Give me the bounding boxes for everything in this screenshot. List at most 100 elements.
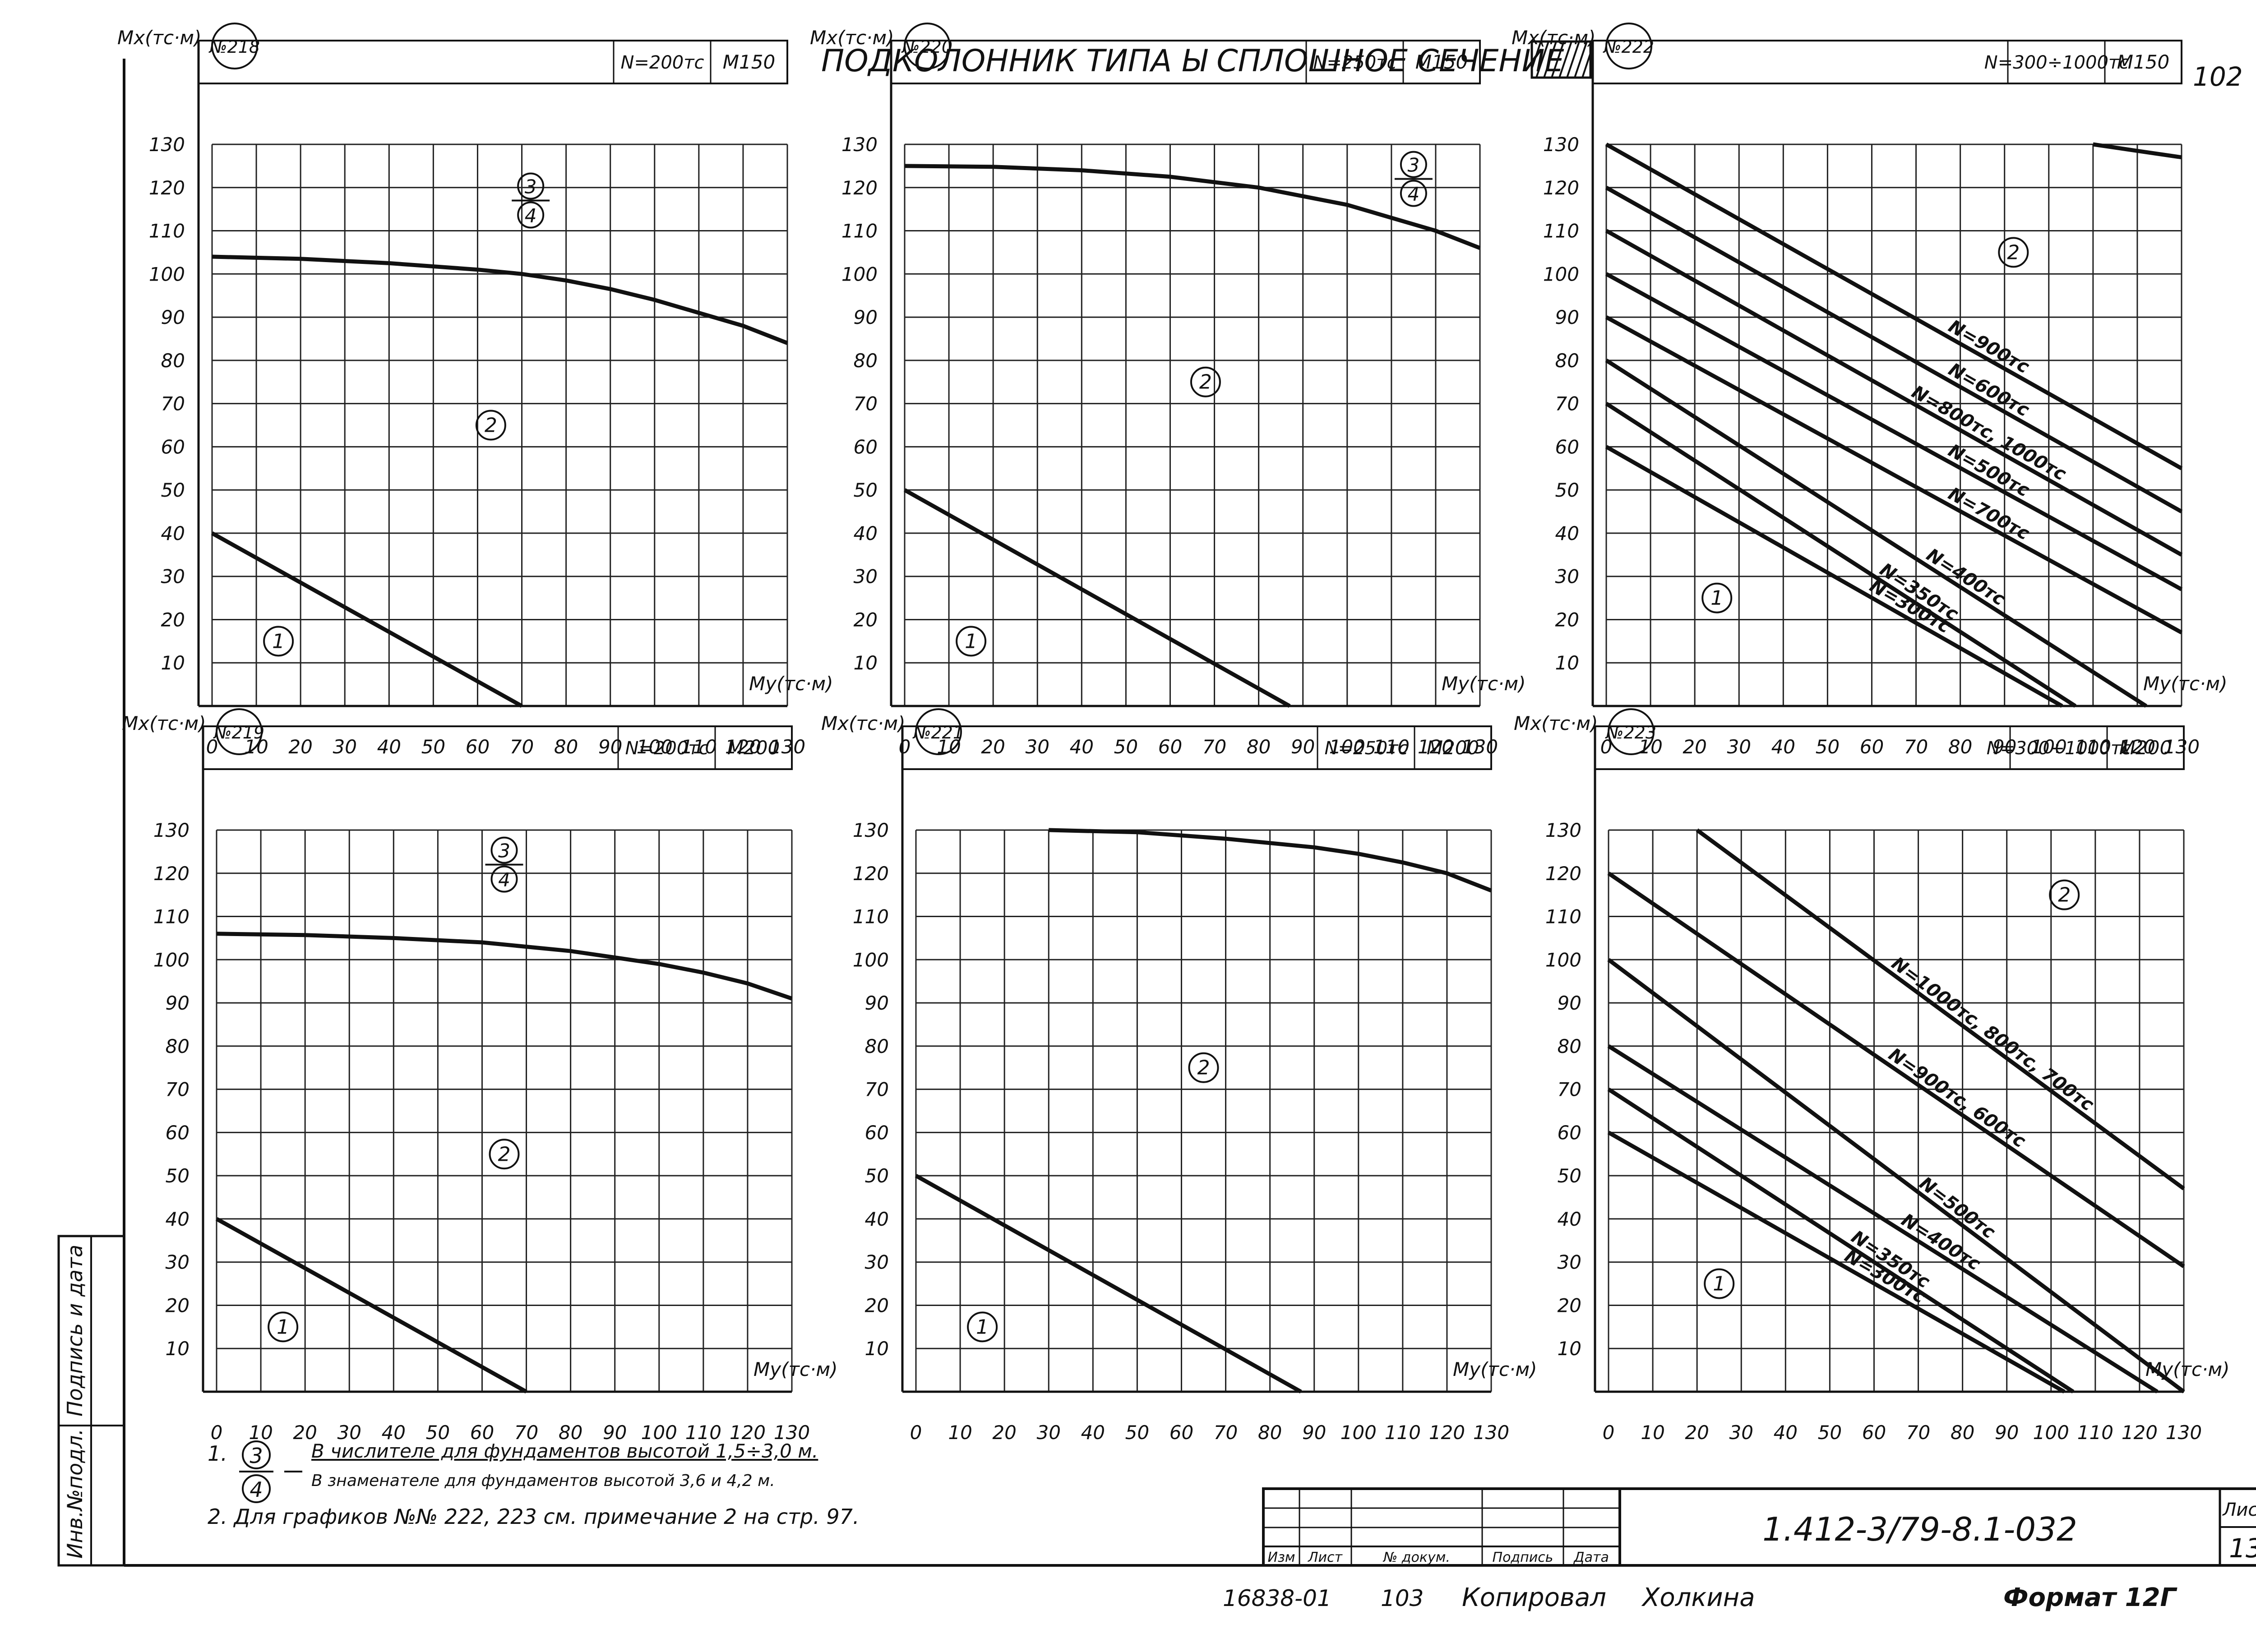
chart-222-y-tick-label: 30 — [1555, 566, 1579, 588]
svg-text:3: 3 — [250, 1444, 263, 1468]
chart-219-series-line-0 — [215, 1217, 527, 1394]
chart-218-x-tick-label: 50 — [421, 736, 445, 758]
note1-number: 1. — [208, 1441, 227, 1466]
footer-format: Формат 12Г — [2003, 1583, 2178, 1612]
chart-219-y-tick-label: 110 — [153, 906, 190, 928]
chart-218-zone-marker-denominator: 4 — [525, 205, 537, 227]
chart-221-y-tick-label: 100 — [853, 949, 889, 971]
chart-223-x-tick-label: 60 — [1862, 1421, 1886, 1444]
chart-218-spec-grade: M150 — [723, 51, 775, 73]
chart-223-x-tick-label: 70 — [1906, 1421, 1930, 1444]
chart-219-x-tick-label: 80 — [559, 1421, 582, 1444]
chart-222-series-line-7 — [1605, 445, 2063, 708]
chart-218-y-tick-label: 130 — [149, 134, 185, 156]
chart-221-x-tick-label: 80 — [1258, 1421, 1282, 1444]
chart-218-zone-marker-circle — [475, 410, 506, 441]
tb-header-izm: Изм — [1267, 1550, 1295, 1565]
chart-223: N=300÷1000тсM200№223Мх(тс·м)102030405060… — [1514, 708, 2229, 1444]
chart-221-y-tick-label: 40 — [865, 1208, 889, 1230]
chart-219-y-tick-label: 30 — [166, 1251, 190, 1274]
chart-220-x-tick-label: 30 — [1026, 736, 1049, 758]
chart-219-y-tick-label: 100 — [153, 949, 190, 971]
note-1-numerator: В числителе для фундаментов высотой 1,5÷… — [311, 1440, 818, 1462]
chart-222-x-tick-label: 130 — [2164, 736, 2200, 758]
chart-223-series-line-0 — [1696, 828, 2185, 1191]
chart-221-x-tick-label: 130 — [1473, 1421, 1509, 1444]
chart-219-x-tick-label: 50 — [426, 1421, 450, 1444]
chart-220-y-axis-label: Мх(тс·м) — [810, 27, 894, 49]
chart-223-x-tick-label: 20 — [1685, 1421, 1709, 1444]
chart-218-y-tick-label: 100 — [149, 263, 185, 285]
chart-221-y-tick-label: 70 — [865, 1079, 889, 1101]
chart-221-spec-grade: M200 — [1427, 737, 1479, 759]
chart-218-series-line-1 — [212, 254, 788, 345]
chart-221-id-label: №221 — [912, 723, 964, 743]
chart-223-y-tick-label: 100 — [1545, 949, 1581, 971]
chart-218-x-tick-label: 30 — [333, 736, 357, 758]
chart-223-y-tick-label: 80 — [1558, 1035, 1581, 1057]
chart-219-x-tick-label: 30 — [337, 1421, 361, 1444]
chart-222-id-label: №222 — [1603, 37, 1654, 57]
chart-222-series-line-1 — [1605, 185, 2183, 513]
chart-218-id-label: №218 — [208, 37, 260, 57]
chart-218-id-circle — [211, 23, 258, 69]
chart-221-y-axis-label: Мх(тс·м) — [821, 712, 905, 734]
chart-222-y-tick-label: 80 — [1555, 350, 1579, 372]
chart-223-y-tick-label: 20 — [1558, 1294, 1581, 1316]
chart-221-x-tick-label: 100 — [1341, 1421, 1377, 1444]
chart-220-series-line-1 — [904, 164, 1481, 250]
chart-218-y-tick-label: 120 — [149, 177, 185, 199]
chart-218-y-tick-label: 40 — [161, 522, 185, 545]
chart-220-x-tick-label: 60 — [1158, 736, 1182, 758]
chart-220-zone-marker: 1 — [965, 630, 977, 653]
chart-218: N=200тс M150№218Мх(тс·м)10203040506070809… — [117, 23, 833, 758]
sheet-label: Лист — [2222, 1500, 2256, 1520]
chart-222-x-tick-label: 110 — [2075, 736, 2111, 758]
chart-222-zone-marker-circle — [1701, 582, 1733, 614]
chart-221-x-tick-label: 110 — [1385, 1421, 1421, 1444]
chart-223-series-label: N=1000тс, 800тс, 700тс — [1887, 953, 2098, 1116]
chart-222-zone-marker: 2 — [2007, 241, 2020, 264]
chart-222-y-tick-label: 110 — [1543, 220, 1579, 242]
chart-219-x-tick-label: 0 — [211, 1421, 223, 1444]
chart-218-zone-marker-circle — [263, 626, 294, 657]
chart-223-y-tick-label: 50 — [1558, 1165, 1581, 1187]
chart-220-y-tick-label: 30 — [854, 566, 878, 588]
chart-219-zone-marker-numerator: 3 — [498, 840, 510, 862]
note-1: 1. — [208, 1441, 227, 1466]
chart-223-id-label: №223 — [1605, 723, 1656, 743]
chart-219-series-line-1 — [216, 932, 793, 1001]
chart-222-spec-grade: M150 — [2117, 51, 2169, 73]
chart-220-x-tick-label: 0 — [899, 736, 911, 758]
note1-fraction: 3 4 — [239, 1440, 302, 1503]
chart-222-y-tick-label: 50 — [1555, 479, 1579, 501]
chart-221-y-tick-label: 130 — [853, 819, 889, 841]
chart-220-zone-marker-numerator: 3 — [1408, 154, 1420, 176]
chart-219-x-tick-label: 60 — [470, 1421, 494, 1444]
chart-220-y-tick-label: 50 — [854, 479, 878, 501]
chart-218-y-tick-label: 90 — [161, 306, 185, 328]
chart-223-zone-marker: 2 — [2058, 884, 2071, 907]
chart-223-x-tick-label: 110 — [2077, 1421, 2113, 1444]
title-block: Изм Лист № докум. Подпись Дата 1.412-3/7… — [1262, 1487, 2256, 1567]
chart-219-x-tick-label: 40 — [382, 1421, 406, 1444]
chart-222-x-tick-label: 20 — [1683, 736, 1706, 758]
chart-220-spec-n: N=250тс — [1313, 52, 1396, 73]
chart-223-zone-marker-circle — [2049, 879, 2080, 910]
chart-222-series-line-3 — [1605, 272, 2183, 591]
chart-218-x-tick-label: 100 — [637, 736, 673, 758]
chart-221-id-circle — [915, 708, 962, 755]
chart-222-series-line-0 — [1605, 143, 2183, 471]
tb-header-list: Лист — [1308, 1550, 1343, 1565]
chart-218-zone-marker-numerator: 3 — [525, 176, 537, 198]
chart-220-zone-marker-circle — [1190, 366, 1221, 397]
chart-218-x-tick-label: 60 — [466, 736, 490, 758]
chart-221: N=250тс M200№221Мх(тс·м)10203040506070809… — [821, 708, 1537, 1444]
chart-222-y-tick-label: 130 — [1543, 134, 1579, 156]
chart-220-x-tick-label: 20 — [981, 736, 1005, 758]
chart-222-y-tick-label: 10 — [1555, 652, 1579, 674]
chart-219-zone-marker-circle — [490, 836, 518, 864]
chart-221-zone-marker-circle — [967, 1311, 998, 1343]
chart-220-y-tick-label: 60 — [854, 436, 878, 458]
